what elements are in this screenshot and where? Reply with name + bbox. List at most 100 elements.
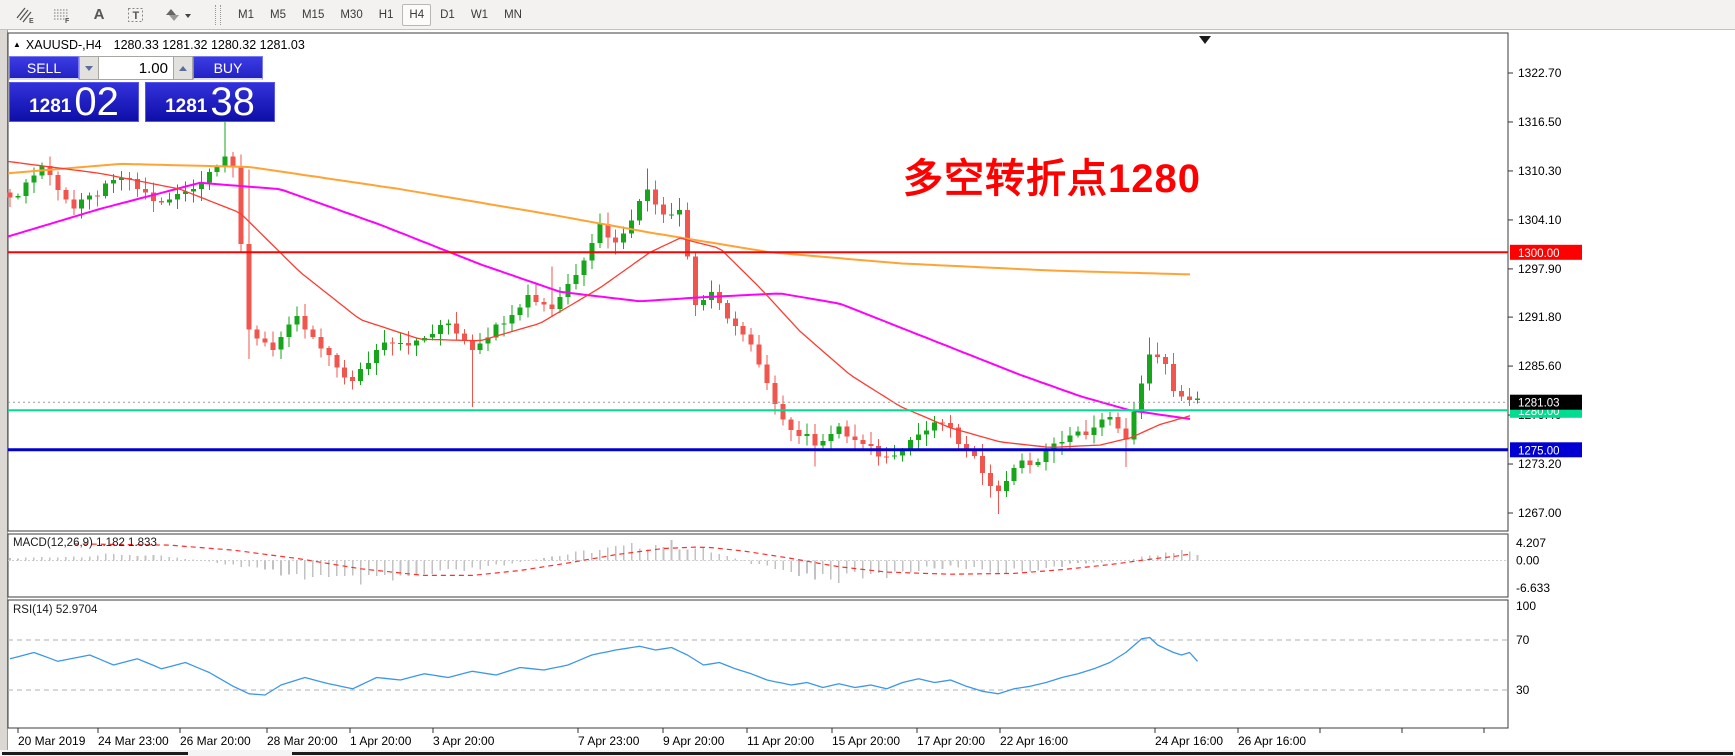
candle-body [406,342,411,346]
candle-body [294,315,300,325]
candle-body [1091,427,1097,436]
timeframe-button-H1[interactable]: H1 [372,4,401,26]
sell-price-tile[interactable]: 1281 02 [9,82,139,122]
candle-body [47,165,53,176]
timeframe-group: M1 M5 M15 M30 H1 H4 D1 W1 MN [231,3,531,26]
candle-body [589,243,595,261]
timeframe-button-M1[interactable]: M1 [231,4,261,26]
candle-body [684,209,690,257]
candle-body [1067,435,1073,443]
timeframe-button-MN[interactable]: MN [497,4,529,26]
candle-body [1019,460,1025,469]
candle-body [79,199,85,209]
timeframe-button-M30[interactable]: M30 [333,4,369,26]
macd-scale-label: 0.00 [1516,554,1540,568]
svg-text:E: E [29,18,34,24]
volume-input[interactable] [99,56,173,80]
candle-body [326,348,332,356]
candle-body [366,362,372,370]
candle-body [987,473,993,486]
buy-price-tile[interactable]: 1281 38 [145,82,275,122]
candle-body [398,342,403,344]
candle-body [764,364,770,383]
time-label: 26 Mar 20:00 [180,734,251,748]
candle-body [605,223,611,238]
timeframe-button-M15[interactable]: M15 [295,4,331,26]
timeframe-button-M5[interactable]: M5 [263,4,293,26]
candle-body [1027,460,1033,465]
price-tick-label: 1279.40 [1518,408,1562,422]
candle-body [517,307,523,316]
time-label: 17 Apr 20:00 [917,734,985,748]
candle-body [621,233,627,243]
candle-body [748,334,754,345]
macd-indicator-label: MACD(12,26,9) 1.182 1.833 [13,537,157,549]
candle-body [246,244,252,330]
candle-body [876,445,882,457]
candle-body [174,194,180,200]
textbox-button[interactable]: T [119,2,153,28]
candle-body [836,426,842,434]
candle-body [103,183,109,196]
candle-body [1083,431,1089,436]
candle-body [565,283,571,297]
candle-body [95,195,101,197]
candle-body [453,323,459,334]
time-label: 15 Apr 20:00 [832,734,900,748]
arrows-dropdown-button[interactable] [156,2,200,28]
letter-a-icon: A [93,6,105,23]
time-label: 3 Apr 20:00 [433,734,495,748]
dotted-grid-icon: F [54,9,70,24]
candle-body [740,325,746,335]
volume-decrease-button[interactable] [79,56,99,80]
candle-body [955,427,961,444]
candle-body [119,177,125,180]
candle-body [844,426,850,437]
collapse-triangle-icon[interactable]: ▲ [13,40,21,49]
timeframe-button-D1[interactable]: D1 [433,4,462,26]
chart-shift-marker-icon[interactable] [1199,36,1211,44]
candle-body [166,199,172,203]
volume-increase-button[interactable] [173,56,193,80]
candle-body [31,175,37,183]
svg-text:T: T [133,10,140,22]
candle-body [1179,390,1185,397]
one-click-controls-row: SELL BUY [9,56,277,80]
candle-body [509,315,515,324]
buy-button[interactable]: BUY [193,56,263,80]
candle-body [334,355,340,368]
time-label: 24 Apr 16:00 [1155,734,1223,748]
candle-body [669,214,674,216]
candle-body [190,189,196,192]
candle-body [916,434,922,440]
candle-body [1187,396,1193,401]
candle-body [342,367,348,378]
time-label: 22 Apr 16:00 [1000,734,1068,748]
crosshatch-icon: E [16,7,34,24]
sell-button[interactable]: SELL [9,56,79,80]
candle-body [995,485,1001,492]
candle-body [278,337,284,350]
candle-body [477,343,483,350]
ma-line-fast-red [7,160,1191,448]
candle-body [262,338,268,343]
timeframe-button-H4[interactable]: H4 [402,3,432,26]
grid-fill-button[interactable]: F [45,2,79,28]
svg-text:F: F [65,18,70,24]
crosshatch-draw-button[interactable]: E [8,2,42,28]
candle-body [374,350,380,363]
candle-body [421,337,427,341]
candle-body [804,434,810,437]
ohlc-values: 1280.33 1281.32 1280.32 1281.03 [113,38,305,52]
time-label: 20 Mar 2019 [18,734,86,748]
candle-body [724,302,730,319]
candle-body [182,191,188,194]
candle-body [111,179,117,184]
candle-body [732,318,738,326]
text-label-button[interactable]: A [82,2,116,28]
ma-line-medium-magenta [7,181,1191,420]
one-click-trading-panel: SELL BUY 1281 02 1281 38 [9,56,277,122]
timeframe-button-W1[interactable]: W1 [464,4,495,26]
candle-body [812,434,818,446]
horizontal-scrollbar[interactable] [0,750,1735,756]
